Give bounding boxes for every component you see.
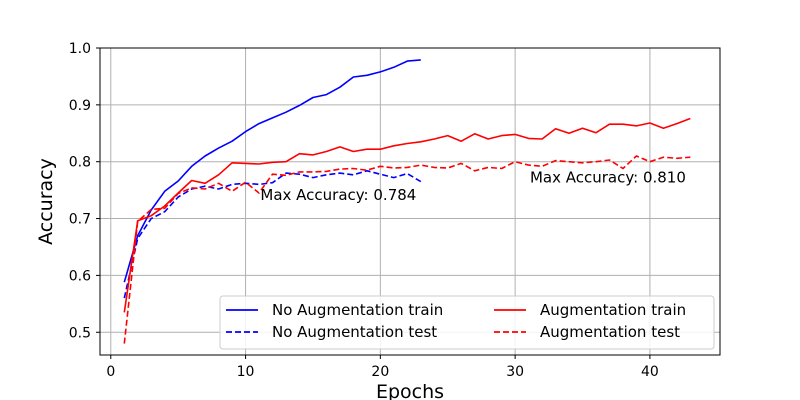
y-tick-label: 0.8 [69,155,91,171]
y-tick-label: 0.6 [69,268,91,284]
y-tick-label: 0.9 [69,98,91,114]
max-accuracy-annotation: Max Accuracy: 0.784 [260,186,416,204]
plot-frame [99,47,721,356]
series-line-no-augmentation-train [123,59,421,283]
y-tick-label: 0.5 [69,325,91,341]
max-accuracy-annotation: Max Accuracy: 0.810 [530,169,686,187]
x-axis-title: Epochs [376,381,444,400]
x-tick-label: 40 [641,364,659,380]
x-tick-label: 30 [506,364,524,380]
y-axis-title: Accuracy [35,158,57,245]
legend-label: Augmentation train [540,301,686,319]
x-tick-label: 10 [237,364,255,380]
x-tick-label: 0 [106,364,115,380]
axis-ticks: 0 10 20 30 40 0.5 0.6 0.7 0.8 0.9 1.0 [69,41,659,380]
legend-label: No Augmentation train [272,301,443,319]
legend: No Augmentation train No Augmentation tes… [219,295,715,350]
legend-box [219,295,715,350]
series-layer [123,59,691,344]
legend-label: Augmentation test [540,323,680,341]
y-tick-label: 0.7 [69,212,91,228]
legend-label: No Augmentation test [272,323,437,341]
y-tick-label: 1.0 [69,41,91,57]
x-tick-label: 20 [371,364,389,380]
series-line-augmentation-train [123,117,691,313]
series-line-no-augmentation-test [123,170,422,299]
annotations: Max Accuracy: 0.784 Max Accuracy: 0.810 [260,169,686,204]
series-line-augmentation-test [123,155,691,344]
